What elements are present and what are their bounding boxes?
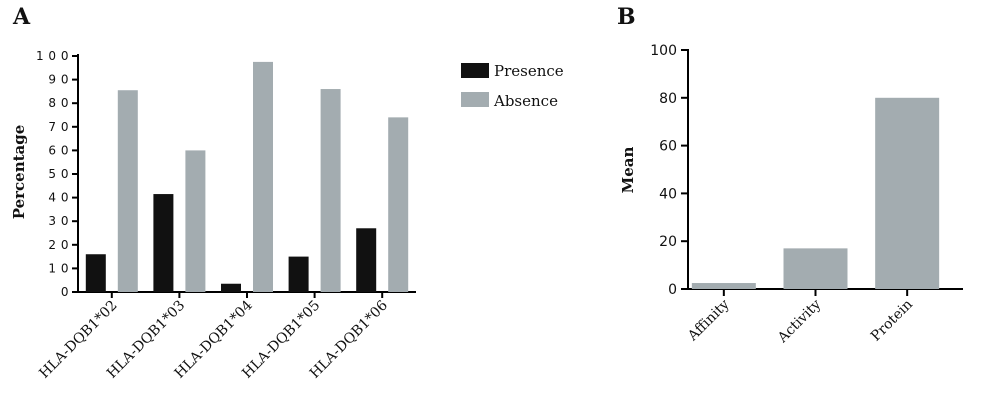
bar-absence (253, 61, 273, 293)
x-tick-label-b: Affinity (684, 296, 732, 344)
bar-absence (117, 90, 138, 292)
bar-mean (691, 283, 756, 289)
y-tick-label-a: 2 0 (48, 238, 69, 252)
y-axis-title-b: Mean (619, 147, 637, 194)
bar-absence (185, 150, 206, 292)
chart-panel-a: 01 02 03 04 05 06 07 08 09 01 0 0HLA-DQB… (36, 49, 416, 382)
y-tick-label-a: 3 0 (48, 214, 69, 228)
bar-presence (356, 228, 377, 292)
chart-panel-b: 0 20 40 60 80 100 Affinity Activity Protein (650, 43, 963, 347)
y-tick-label-a: 1 0 0 (36, 49, 69, 63)
y-tick-label-a: 6 0 (48, 143, 69, 157)
bar-presence (288, 256, 309, 292)
bar-absence (320, 89, 341, 292)
y-axis-title-a: Percentage (10, 125, 28, 220)
y-tick-label-a: 0 (61, 285, 69, 299)
legend-label-absence: Absence (493, 92, 558, 110)
bar-presence (153, 194, 174, 292)
bar-absence (388, 117, 409, 292)
panel-letter-b: B (617, 4, 636, 30)
y-tick-label-b: 40 (659, 186, 677, 202)
y-tick-label-b: 100 (650, 43, 677, 59)
legend: Presence Absence (461, 62, 564, 110)
y-tick-label-a: 8 0 (48, 96, 69, 110)
bar-mean (875, 97, 940, 289)
y-tick-label-b: 20 (659, 234, 677, 250)
bar-presence (221, 283, 241, 292)
y-tick-label-b: 0 (668, 282, 677, 298)
y-tick-label-a: 4 0 (48, 191, 69, 205)
y-tick-label-b: 80 (659, 91, 677, 107)
x-tick-label-b: Protein (868, 297, 916, 345)
legend-swatch-presence (461, 63, 489, 78)
legend-label-presence: Presence (494, 62, 564, 80)
panel-letter-a: A (12, 4, 31, 30)
y-tick-label-a: 9 0 (48, 73, 69, 87)
y-tick-label-b: 60 (659, 139, 677, 155)
bar-presence (85, 254, 106, 292)
y-tick-label-a: 7 0 (48, 120, 69, 134)
y-tick-label-a: 5 0 (48, 167, 69, 181)
bar-mean (783, 248, 848, 289)
x-tick-label-b: Activity (774, 296, 824, 346)
legend-swatch-absence (461, 92, 489, 107)
y-tick-label-a: 1 0 (48, 261, 69, 275)
